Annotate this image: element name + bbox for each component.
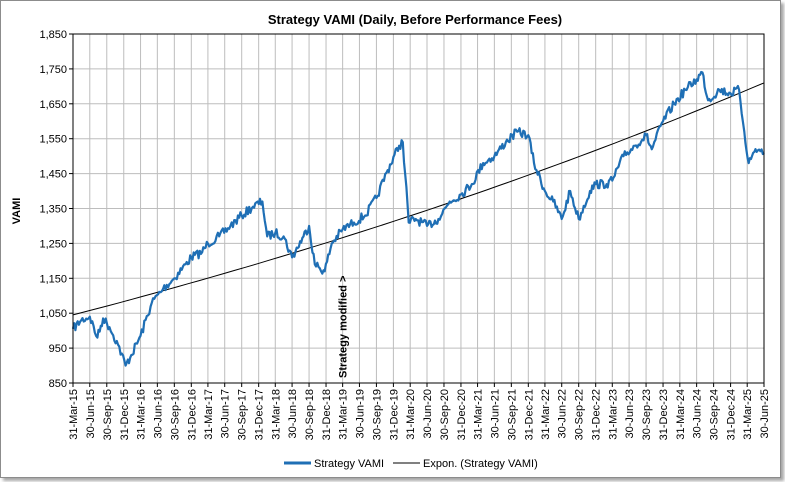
legend-label-strategy-vami: Strategy VAMI [314,458,384,470]
x-tick-label: 30-Sep-21 [506,389,518,440]
y-tick-label: 950 [49,343,67,355]
series-line-expon-trend [72,82,765,316]
x-tick-label: 31-Mar-17 [203,389,215,440]
x-tick-label: 30-Sep-22 [574,389,586,440]
x-tick-label: 31-Mar-18 [270,389,282,440]
trendline-layer [72,82,765,316]
x-tick-label: 30-Sep-18 [304,389,316,440]
x-tick-label: 30-Sep-20 [439,389,451,440]
x-tick-label: 31-Mar-21 [473,389,485,440]
y-tick-label: 1,450 [39,169,67,181]
x-tick-label: 31-Dec-18 [321,389,333,440]
x-tick-label: 30-Jun-19 [354,389,366,439]
y-axis-ticks: 850 950 1,050 1,150 1,250 1,350 1,450 1,550 1,65… [39,29,73,390]
x-tick-label: 30-Jun-25 [759,389,771,439]
x-tick-label: 30-Sep-19 [371,389,383,440]
annotations: Strategy modified > [338,276,350,378]
x-tick-label: 31-Dec-16 [186,389,198,440]
y-tick-label: 1,550 [39,134,67,146]
x-tick-label: 30-Sep-23 [641,389,653,440]
x-tick-label: 31-Dec-24 [726,389,738,440]
x-tick-label: 31-Mar-20 [405,389,417,440]
x-tick-label: 30-Jun-15 [85,389,97,439]
series-layer [71,70,765,367]
chart-title: Strategy VAMI (Daily, Before Performance… [268,12,562,27]
x-tick-label: 30-Sep-17 [237,389,249,440]
x-tick-label: 31-Dec-15 [119,389,131,440]
x-tick-label: 30-Jun-22 [557,389,569,439]
x-tick-label: 31-Dec-20 [456,389,468,440]
legend: Strategy VAMI Expon. (Strategy VAMI) [284,458,538,470]
y-tick-label: 1,350 [39,204,67,216]
x-tick-label: 31-Mar-22 [540,389,552,440]
x-tick-label: 30-Jun-18 [287,389,299,439]
x-tick-label: 31-Dec-21 [523,389,535,440]
y-tick-label: 1,750 [39,64,67,76]
x-tick-label: 31-Mar-23 [607,389,619,440]
x-tick-label: 31-Mar-25 [742,389,754,440]
x-tick-label: 30-Sep-16 [169,389,181,440]
y-axis-title: VAMI [11,198,23,225]
y-tick-label: 1,650 [39,99,67,111]
x-tick-label: 30-Jun-20 [422,389,434,439]
x-tick-label: 31-Dec-17 [254,389,266,440]
series-line-strategy-vami [71,70,765,367]
gridlines [73,34,764,383]
x-tick-label: 31-Mar-24 [675,389,687,440]
y-tick-label: 1,250 [39,238,67,250]
y-tick-label: 1,150 [39,273,67,285]
x-tick-label: 31-Mar-15 [68,389,80,440]
x-tick-label: 31-Dec-22 [591,389,603,440]
x-tick-label: 30-Sep-15 [102,389,114,440]
x-tick-label: 31-Mar-16 [136,389,148,440]
x-tick-label: 31-Dec-19 [388,389,400,440]
x-tick-label: 30-Jun-24 [692,389,704,439]
x-tick-label: 30-Jun-23 [624,389,636,439]
legend-label-expon-trend: Expon. (Strategy VAMI) [423,458,538,470]
y-tick-label: 1,050 [39,308,67,320]
x-tick-label: 30-Jun-16 [152,389,164,439]
annotation-strategy-modified: Strategy modified > [338,276,350,378]
y-tick-label: 850 [49,378,67,390]
x-tick-label: 30-Jun-21 [489,389,501,439]
x-tick-label: 31-Mar-19 [338,389,350,440]
x-axis-ticks: 31-Mar-15 30-Jun-15 30-Sep-15 31-Dec-15 31-M… [68,383,771,440]
x-tick-label: 30-Sep-24 [709,389,721,440]
y-tick-label: 1,850 [39,29,67,41]
x-tick-label: 31-Dec-23 [658,389,670,440]
x-tick-label: 30-Jun-17 [220,389,232,439]
